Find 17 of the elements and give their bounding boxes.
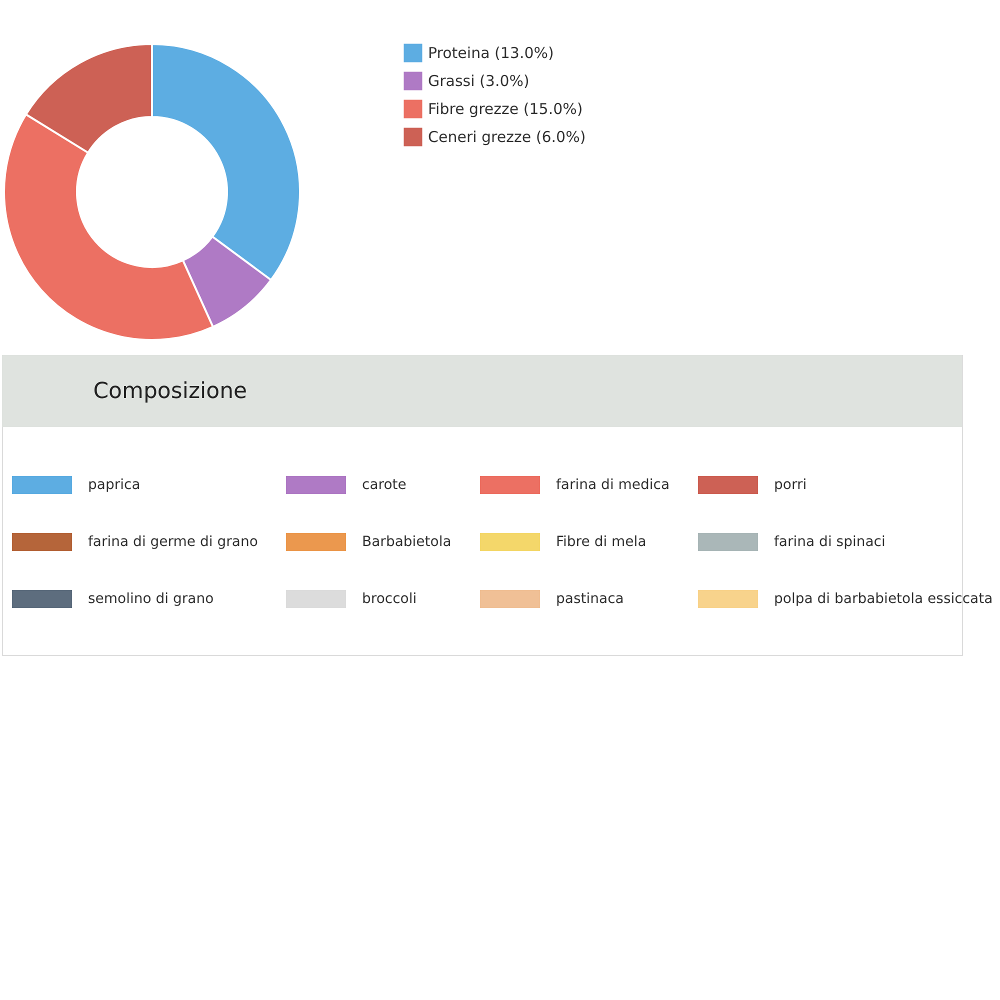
- category-label: polpa di barbabietola essiccata: [774, 591, 993, 607]
- legend-label: Proteina (13.0%): [428, 44, 554, 62]
- category-label: Barbabietola: [362, 534, 452, 550]
- legend-label: Ceneri grezze (6.0%): [428, 128, 586, 146]
- category-label: Fibre di mela: [556, 534, 646, 550]
- category-label: farina di germe di grano: [88, 534, 258, 550]
- category-label: paprica: [88, 477, 140, 493]
- category-label: farina di medica: [556, 477, 670, 493]
- category-label: pastinaca: [556, 591, 624, 607]
- category-label: farina di spinaci: [774, 534, 886, 550]
- text: Composizione: [93, 379, 248, 404]
- legend-label: Fibre grezze (15.0%): [428, 100, 583, 118]
- category-label: broccoli: [362, 591, 417, 607]
- category-label: semolino di grano: [88, 591, 214, 607]
- category-label: porri: [774, 477, 807, 493]
- category-label: carote: [362, 477, 406, 493]
- legend-label: Grassi (3.0%): [428, 72, 530, 90]
